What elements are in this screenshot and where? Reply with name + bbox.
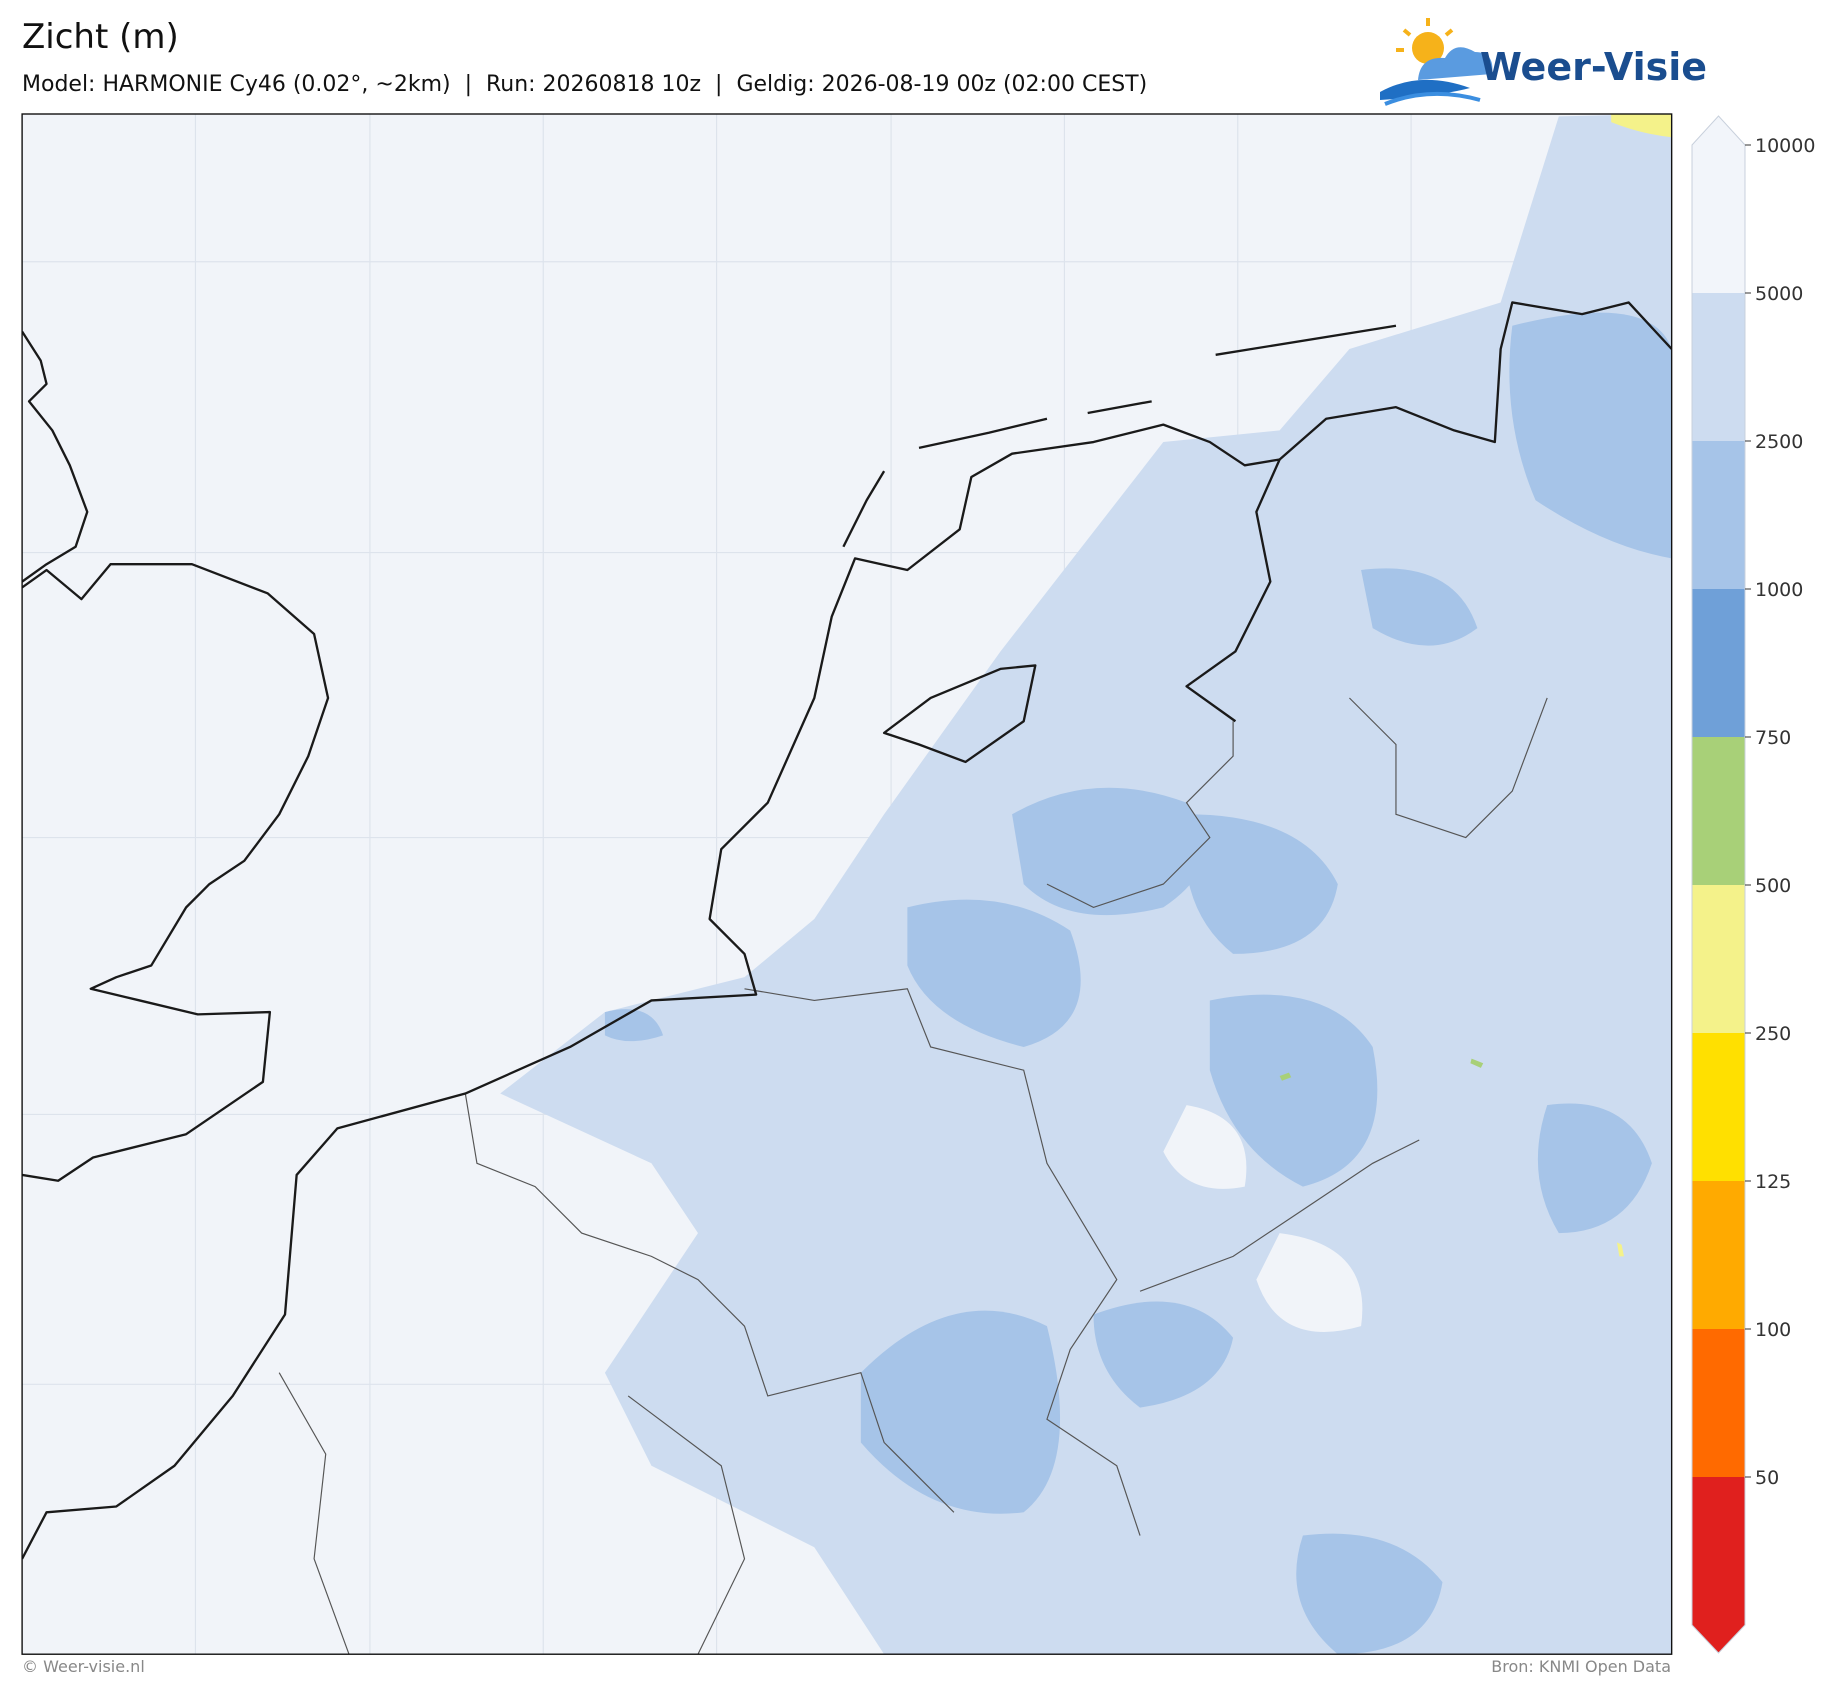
colorbar-band — [1692, 737, 1745, 885]
colorbar-band — [1692, 1477, 1745, 1653]
colorbar-tick-label: 750 — [1755, 727, 1791, 749]
colorbar-band — [1692, 589, 1745, 737]
colorbar-band — [1692, 1329, 1745, 1477]
colorbar-tick-label: 500 — [1755, 875, 1791, 897]
colorbar-band — [1692, 1181, 1745, 1329]
logo-text: Weer-Visie — [1480, 45, 1707, 89]
colorbar-band — [1692, 293, 1745, 441]
logo: Weer-Visie — [1380, 18, 1707, 106]
colorbar-tick-label: 100 — [1755, 1319, 1791, 1341]
colorbar-band — [1692, 441, 1745, 589]
map — [21, 113, 1673, 1655]
colorbar-tick-label: 250 — [1755, 1023, 1791, 1045]
subtitle: Model: HARMONIE Cy46 (0.02°, ~2km) | Run… — [22, 72, 1147, 97]
colorbar-tick-label: 10000 — [1755, 135, 1815, 157]
coastline — [22, 301, 1672, 1560]
colorbar-tick-label: 1000 — [1755, 579, 1803, 601]
colorbar-band — [1692, 885, 1745, 1033]
colorbar-tick-label: 5000 — [1755, 283, 1803, 305]
title: Zicht (m) — [22, 17, 179, 57]
copyright: © Weer-visie.nl — [22, 1657, 145, 1676]
colorbar-tick-label: 50 — [1755, 1467, 1779, 1489]
colorbar-tick-label: 125 — [1755, 1171, 1791, 1193]
colorbar: 50 100 125 250 500 750 1000 2500 5000 10000 — [1691, 115, 1815, 1654]
borders — [278, 697, 1548, 1655]
colorbar-outline — [1691, 115, 1746, 1654]
source: Bron: KNMI Open Data — [1491, 1657, 1671, 1676]
visibility-field — [500, 114, 1672, 1655]
colorbar-band — [1692, 116, 1745, 145]
colorbar-tick-label: 2500 — [1755, 431, 1803, 453]
colorbar-band — [1692, 1033, 1745, 1181]
colorbar-band — [1692, 145, 1745, 293]
